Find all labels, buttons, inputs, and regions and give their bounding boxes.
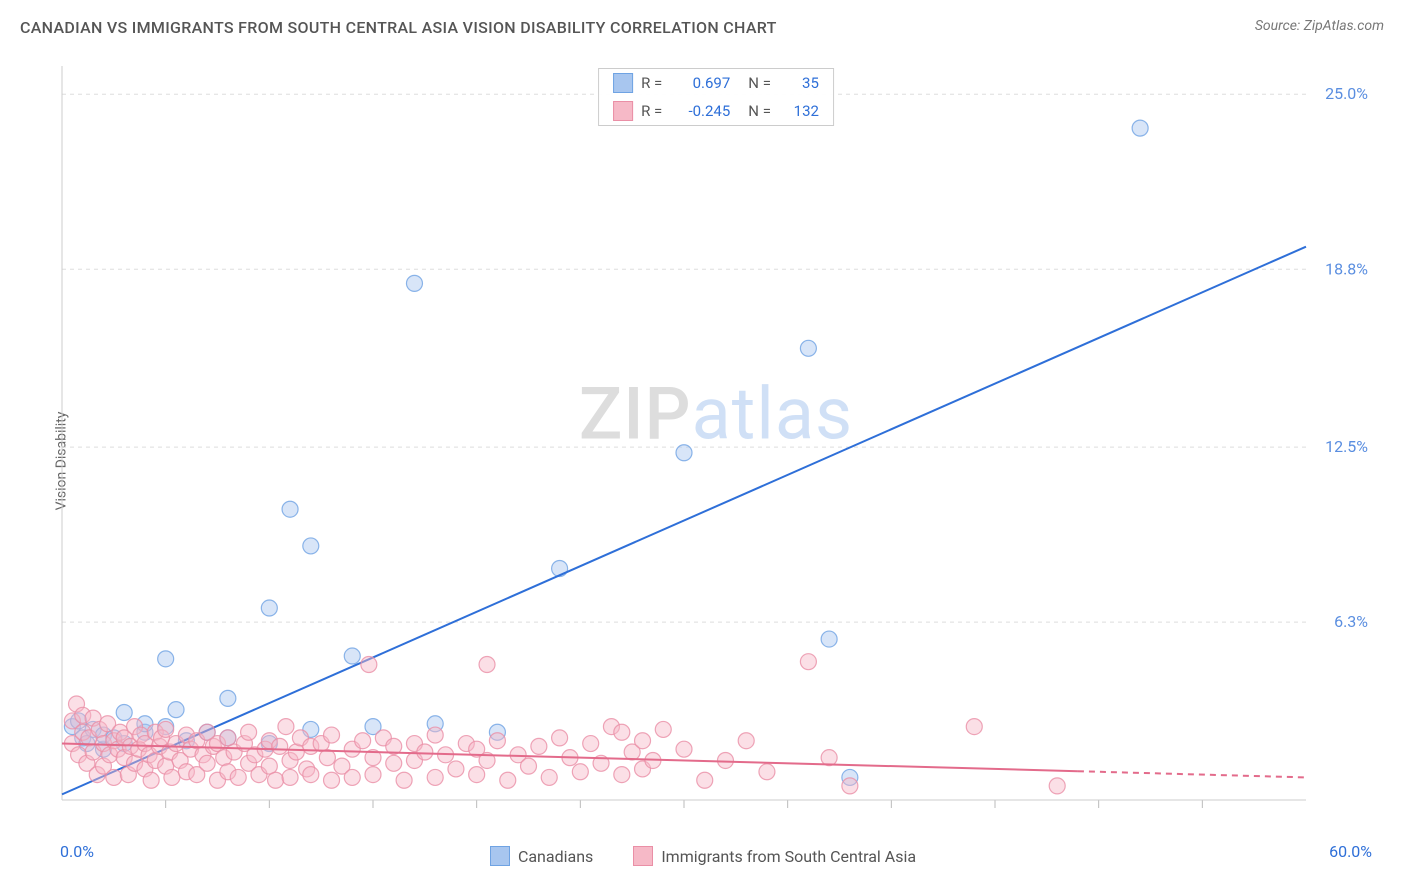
svg-text:25.0%: 25.0% — [1325, 84, 1368, 103]
n-label: N = — [748, 102, 771, 120]
n-value: 132 — [779, 102, 819, 120]
legend-item-canadians: Canadians — [490, 846, 593, 866]
swatch-icon — [613, 101, 633, 121]
svg-text:6.3%: 6.3% — [1334, 612, 1368, 631]
r-value: -0.245 — [670, 102, 730, 120]
svg-text:12.5%: 12.5% — [1325, 437, 1368, 456]
n-value: 35 — [779, 74, 819, 92]
swatch-icon — [633, 846, 653, 866]
legend-label: Canadians — [518, 847, 593, 866]
legend-item-immigrants: Immigrants from South Central Asia — [633, 846, 916, 866]
scatter-plot-svg: 6.3% 12.5% 18.8% 25.0% — [56, 60, 1376, 830]
legend-label: Immigrants from South Central Asia — [661, 847, 916, 866]
chart-container: Vision Disability 6.3%12.5%18.8%25.0% ZI… — [20, 50, 1386, 872]
r-label: R = — [641, 102, 662, 120]
stats-row-immigrants: R = -0.245 N = 132 — [599, 97, 833, 125]
plot-area: 6.3%12.5%18.8%25.0% ZIPatlas R =0.697N =… — [56, 60, 1376, 830]
r-label: R = — [641, 74, 662, 92]
series-legend: Canadians Immigrants from South Central A… — [20, 840, 1386, 872]
n-label: N = — [748, 74, 771, 92]
swatch-icon — [490, 846, 510, 866]
stats-legend: R = 0.697 N = 35 R = -0.245 N = 132 — [598, 68, 834, 126]
source-link[interactable]: ZipAtlas.com — [1304, 18, 1384, 34]
source-attribution: Source: ZipAtlas.com — [1255, 18, 1384, 34]
r-value: 0.697 — [670, 74, 730, 92]
chart-title: CANADIAN VS IMMIGRANTS FROM SOUTH CENTRA… — [20, 18, 777, 37]
stats-row-canadians: R = 0.697 N = 35 — [599, 69, 833, 97]
svg-text:18.8%: 18.8% — [1325, 259, 1368, 278]
swatch-icon — [613, 73, 633, 93]
